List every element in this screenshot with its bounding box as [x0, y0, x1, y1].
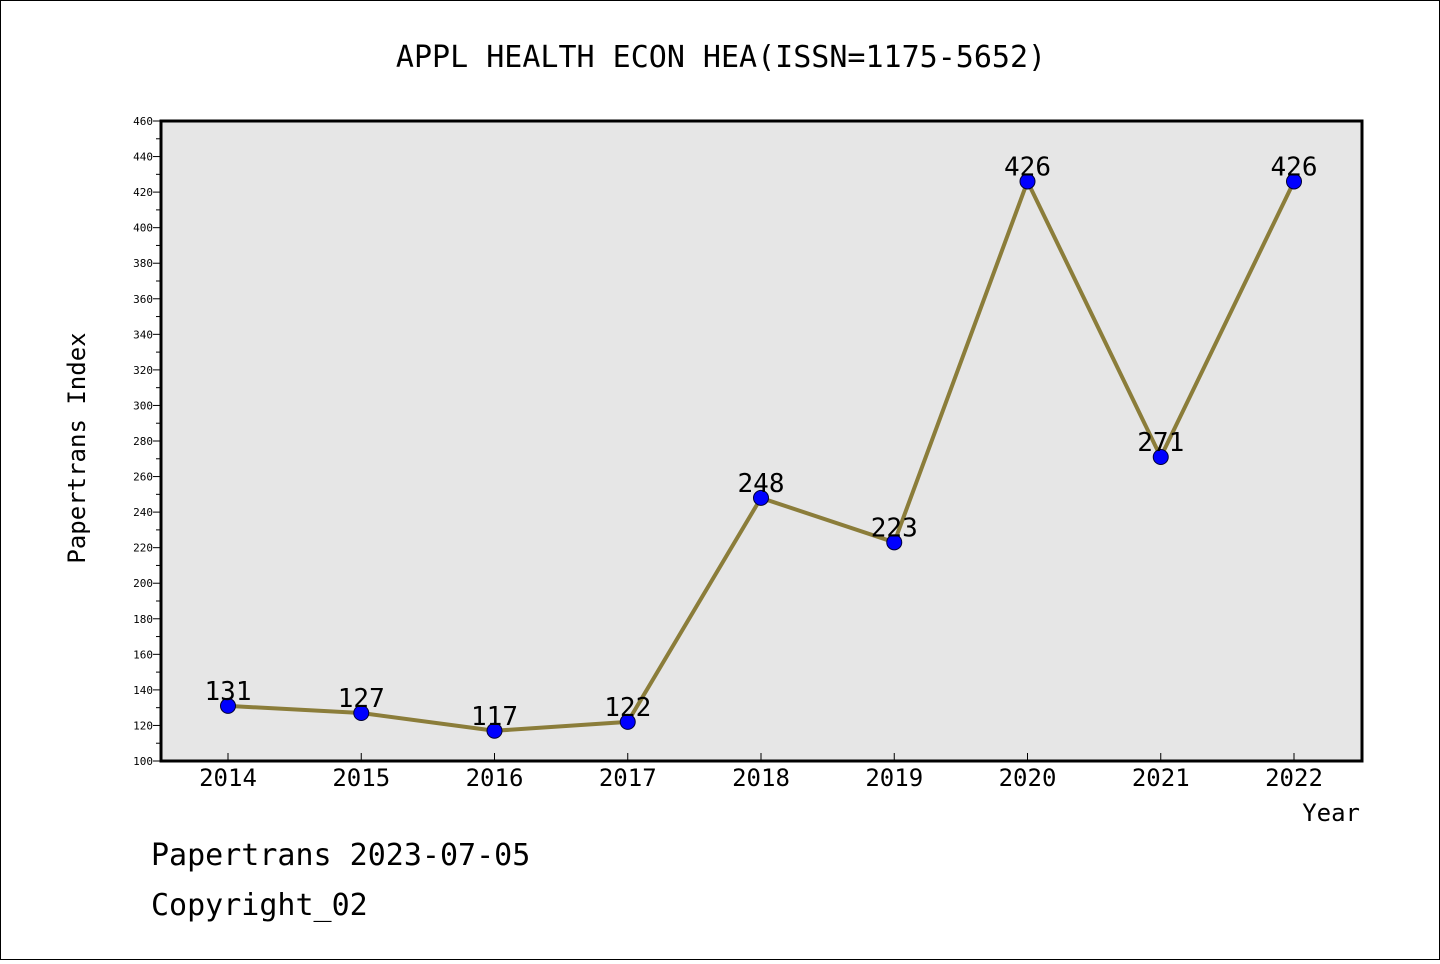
- footer-copyright: Copyright_02: [151, 888, 368, 923]
- data-value-label: 248: [738, 469, 785, 499]
- y-tick-label: 240: [133, 506, 153, 519]
- data-point-marker: [1286, 173, 1302, 190]
- x-tick-label: 2017: [599, 764, 657, 792]
- y-tick-label: 140: [133, 684, 153, 697]
- y-tick-label: 180: [133, 613, 153, 626]
- data-point-marker: [1152, 449, 1169, 465]
- x-tick-label: 2016: [466, 764, 524, 792]
- y-tick-label: 360: [133, 293, 153, 306]
- y-tick-label: 320: [133, 364, 153, 377]
- series-line-group: [220, 173, 1302, 739]
- data-value-label: 271: [1137, 428, 1184, 458]
- x-tick-label: 2014: [199, 764, 257, 792]
- data-value-label: 426: [1004, 152, 1051, 182]
- chart-title: APPL HEALTH ECON HEA(ISSN=1175-5652): [396, 40, 1046, 75]
- y-tick-label: 340: [133, 328, 153, 341]
- data-point-marker: [753, 489, 769, 506]
- y-axis-label: Papertrans Index: [63, 332, 91, 563]
- data-point-marker: [1019, 173, 1036, 190]
- y-tick-label: 160: [133, 648, 153, 661]
- y-axis: 100 120 140 160 180 200 220 240 260 280 300 320 340 3…: [133, 115, 161, 768]
- y-tick-label: 440: [133, 151, 153, 164]
- data-value-label: 426: [1271, 152, 1318, 182]
- data-point-marker: [486, 722, 503, 739]
- data-value-label: 117: [471, 702, 518, 732]
- data-value-label: 122: [604, 693, 651, 723]
- data-value-label: 127: [338, 684, 385, 714]
- y-tick-label: 380: [133, 257, 153, 270]
- y-tick-label: 100: [133, 755, 153, 768]
- data-value-label: 131: [205, 677, 252, 707]
- y-tick-label: 400: [133, 222, 153, 235]
- x-tick-label: 2020: [999, 764, 1057, 792]
- data-point-marker: [220, 697, 236, 714]
- x-tick-label: 2018: [732, 764, 790, 792]
- y-tick-label: 200: [133, 577, 153, 590]
- y-tick-label: 280: [133, 435, 153, 448]
- x-tick-label: 2022: [1265, 764, 1323, 792]
- x-tick-label: 2021: [1132, 764, 1190, 792]
- y-tick-label: 300: [133, 399, 153, 412]
- footer-date: Papertrans 2023-07-05: [151, 838, 530, 873]
- data-value-label: 223: [871, 513, 918, 543]
- data-point-marker: [353, 705, 370, 721]
- data-labels: 131 127 117 122 248 223 426 271 426: [205, 152, 1318, 731]
- y-tick-label: 420: [133, 186, 153, 199]
- data-point-marker: [619, 713, 636, 730]
- x-axis-label: Year: [1302, 799, 1360, 827]
- y-tick-label: 460: [133, 115, 153, 128]
- x-tick-label: 2015: [332, 764, 390, 792]
- y-tick-label: 120: [133, 719, 153, 732]
- data-point-marker: [886, 534, 903, 551]
- plot-area: [159, 119, 1364, 763]
- y-tick-label: 220: [133, 542, 153, 555]
- y-tick-label: 260: [133, 471, 153, 484]
- x-tick-label: 2019: [865, 764, 923, 792]
- x-axis: 2014 2015 2016 2017 2018 2019 2020 2021 2022: [199, 753, 1323, 792]
